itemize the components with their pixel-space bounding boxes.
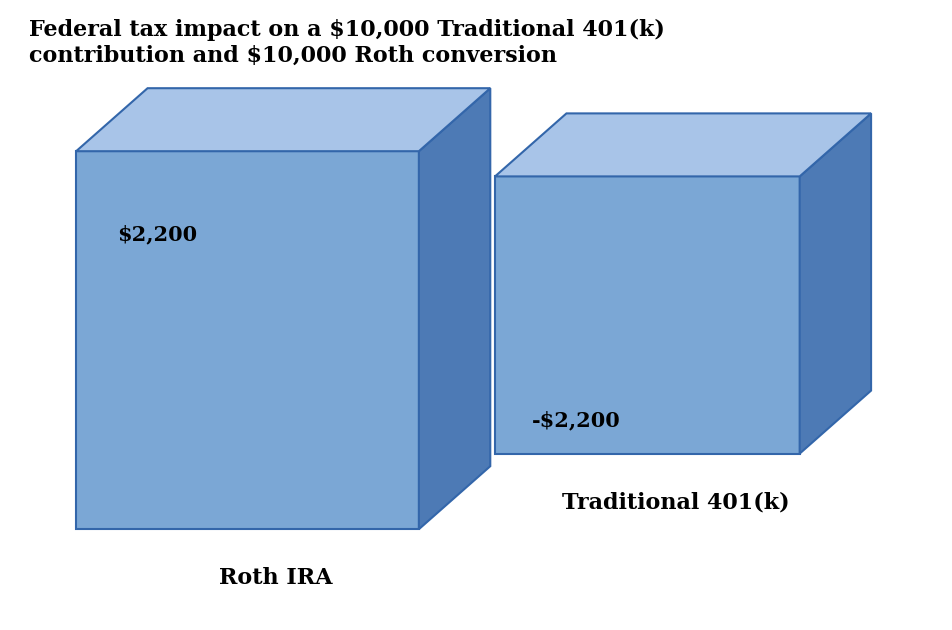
Polygon shape xyxy=(495,113,871,176)
Polygon shape xyxy=(800,113,871,454)
Polygon shape xyxy=(419,88,490,529)
Text: Traditional 401(k): Traditional 401(k) xyxy=(562,491,790,513)
Polygon shape xyxy=(76,151,419,529)
Polygon shape xyxy=(495,176,800,454)
Text: Federal tax impact on a $10,000 Traditional 401(k)
contribution and $10,000 Roth: Federal tax impact on a $10,000 Traditio… xyxy=(29,19,664,67)
Text: $2,200: $2,200 xyxy=(117,224,197,244)
Text: -$2,200: -$2,200 xyxy=(531,410,621,430)
Text: Roth IRA: Roth IRA xyxy=(219,567,333,589)
Polygon shape xyxy=(76,88,490,151)
